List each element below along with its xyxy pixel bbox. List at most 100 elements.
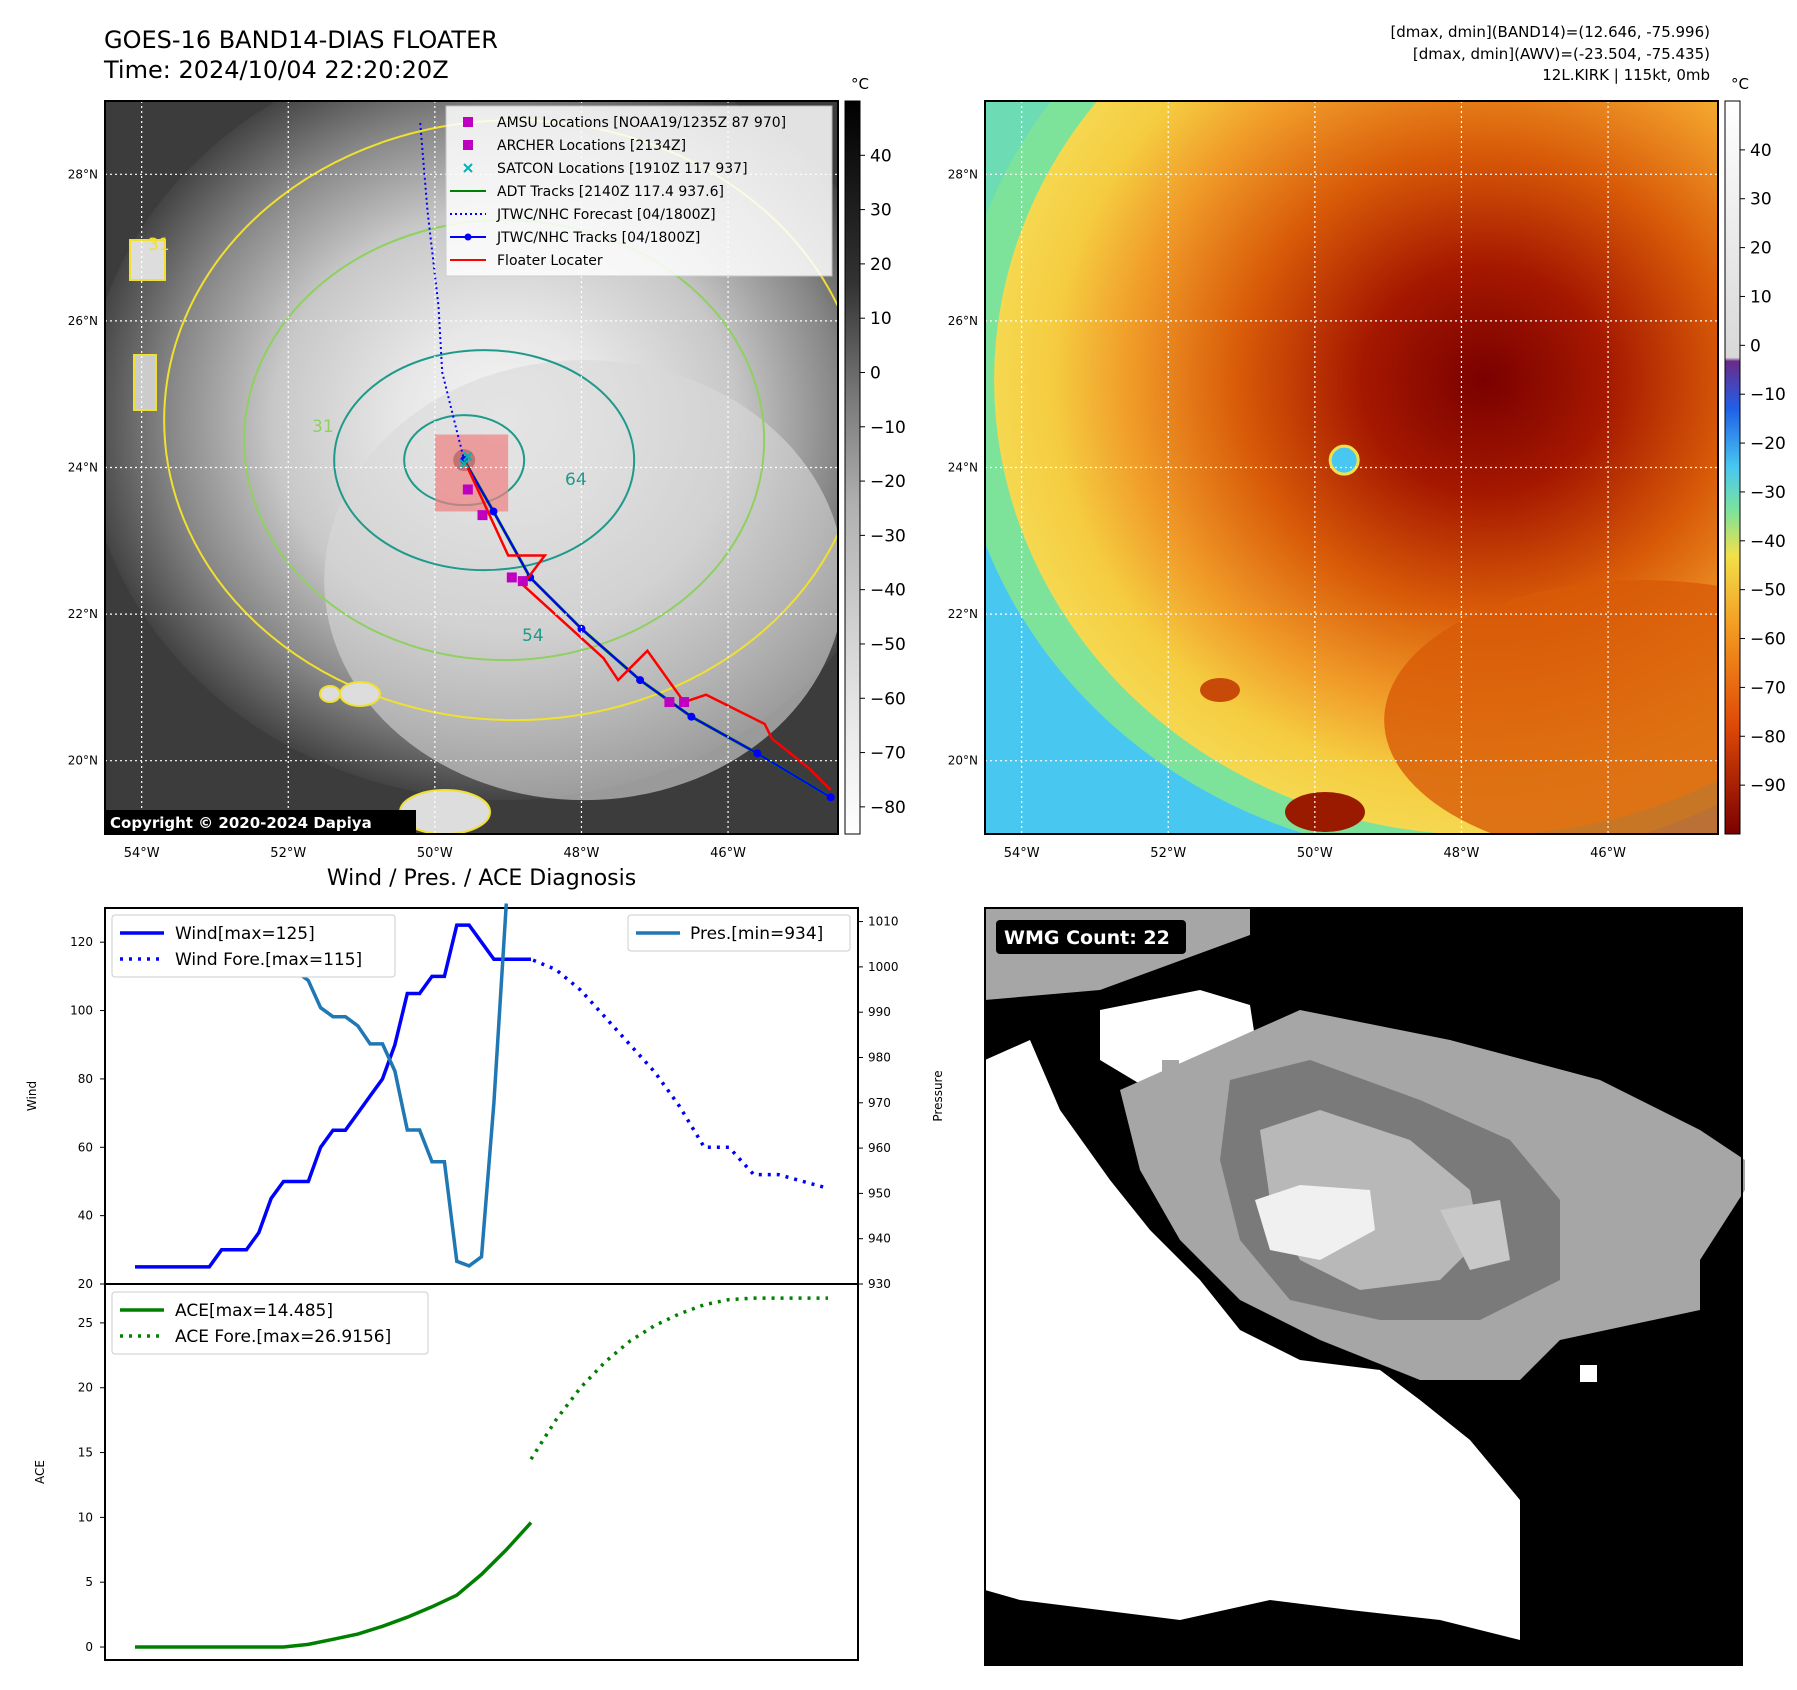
wmg-pixel [1162,1060,1179,1077]
info-band14: [dmax, dmin](BAND14)=(12.646, -75.996) [1390,23,1710,41]
forecast-track [419,122,466,461]
contour-label: 64 [565,470,587,490]
amsu-point [664,697,675,708]
lat-label: 24°N [68,461,98,475]
colorbar-label: 10 [870,309,892,329]
copyright-box: Copyright © 2020-2024 Dapiya [106,810,416,834]
lon-label: 48°W [563,846,599,861]
lon-label: 46°W [710,846,746,861]
legend-box [627,914,851,952]
lon-label: 50°W [1297,846,1333,861]
jtwc-track [463,459,832,799]
legend-label: ARCHER Locations [2134Z] [497,138,686,154]
figure-time: Time: 2024/10/04 22:20:20Z [104,56,449,84]
series-line [506,957,829,1190]
satcon-point [459,459,469,469]
lon-label: 50°W [417,846,453,861]
series-line [135,923,531,1269]
colorbar-label: 30 [1750,190,1772,210]
colorbar-label: −40 [870,581,906,601]
colorbar-label: −20 [870,472,906,492]
cloud-island [129,239,166,281]
wmg-region [1255,1185,1375,1260]
y-tick-label: 40 [78,1209,93,1223]
lat-label: 22°N [948,607,978,621]
track-point [687,712,696,721]
colorbar-label: −60 [1750,630,1786,650]
series-line [529,1296,828,1461]
lat-label: 20°N [948,754,978,768]
y-tick-label-right: 950 [868,1186,891,1200]
satcon-point [463,451,473,462]
legend-label: SATCON Locations [1910Z 117 937] [497,161,748,177]
y-tick-label: 60 [78,1140,93,1154]
y-tick-label-right: 1010 [868,915,899,929]
legend-marker [464,233,472,241]
copyright-text: Copyright © 2020-2024 Dapiya [110,814,372,832]
wind-pressure-chart: Wind / Pres. / ACE Diagnosis 20 40 60 80 100 1… [25,866,945,1291]
colorbar-label: 10 [1750,287,1772,307]
legend-label: Wind[max=125] [175,924,315,944]
y-tick-label-right: 970 [868,1096,891,1110]
y-tick-label-right: 930 [868,1277,891,1291]
colorbar-label: −20 [1750,434,1786,454]
colorbar-label: 20 [1750,239,1772,259]
info-awv: [dmax, dmin](AWV)=(-23.504, -75.435) [1412,45,1710,63]
colorbar-unit: °C [1731,75,1749,93]
cloud-island [319,685,341,703]
floater-track [463,459,832,791]
contour-label: 54 [522,626,544,646]
info-storm: 12L.KIRK | 115kt, 0mb [1542,66,1710,84]
lon-label: 48°W [1443,846,1479,861]
y-tick-label: 120 [70,935,93,949]
y-axis-label-right: Pressure [931,1070,945,1121]
lat-label: 22°N [68,607,98,621]
map-axes-right: 54°W 52°W 50°W 48°W 46°W 28°N 26°N 24°N 22°N 20°N [948,100,1719,861]
legend-label: ACE Fore.[max=26.9156] [175,1327,391,1347]
wmg-region [1440,1200,1510,1270]
y-axis-label: ACE [33,1460,47,1484]
colorbar-bar [844,100,861,835]
lat-label: 28°N [68,167,98,181]
cloud-island [1285,792,1365,832]
wmg-count-bg [996,920,1186,954]
colorbar-label: −80 [870,798,906,818]
colorbar-label: −10 [870,418,906,438]
y-tick-label: 10 [78,1510,93,1524]
amsu-point [477,510,488,521]
contour [333,349,636,572]
y-tick-label-right: 940 [868,1232,891,1246]
y-tick-label: 20 [78,1381,93,1395]
pressure-legend: Pres.[min=934] [627,914,851,952]
lon-label: 54°W [1004,846,1040,861]
y-tick-label: 5 [85,1575,93,1589]
y-tick-label: 20 [78,1277,93,1291]
legend-label: Pres.[min=934] [690,924,823,944]
lon-label: 54°W [124,846,160,861]
wind-legend: Wind[max=125] Wind Fore.[max=115] [111,914,396,978]
ace-chart: 0 5 10 15 20 25 ACE ACE[max=14.485] ACE Fore.[ma… [33,1283,859,1661]
map-legend: AMSU Locations [NOAA19/1235Z 87 970] ARCH… [445,105,833,277]
colorbar-label: 30 [870,201,892,221]
amsu-point [517,576,528,587]
colorbar-label: 40 [1750,141,1772,161]
legend-label: ACE[max=14.485] [175,1301,333,1321]
y-tick-label: 15 [78,1446,93,1460]
y-tick-label: 25 [78,1316,93,1330]
lat-label: 26°N [68,314,98,328]
legend-label: Wind Fore.[max=115] [175,950,362,970]
wmg-panel: WMG Count: 22 [984,907,1745,1666]
colorbar-label: −80 [1750,727,1786,747]
cloud-island [1200,678,1240,702]
legend-marker [463,117,473,127]
chart-frame [104,1283,859,1661]
lon-label: 52°W [270,846,306,861]
ir-map-right [985,101,1718,834]
map-frame [104,100,839,835]
lon-label: 52°W [1150,846,1186,861]
amsu-point [506,572,517,583]
amsu-point [679,697,690,708]
lat-label: 28°N [948,167,978,181]
colorbar-unit: °C [851,75,869,93]
